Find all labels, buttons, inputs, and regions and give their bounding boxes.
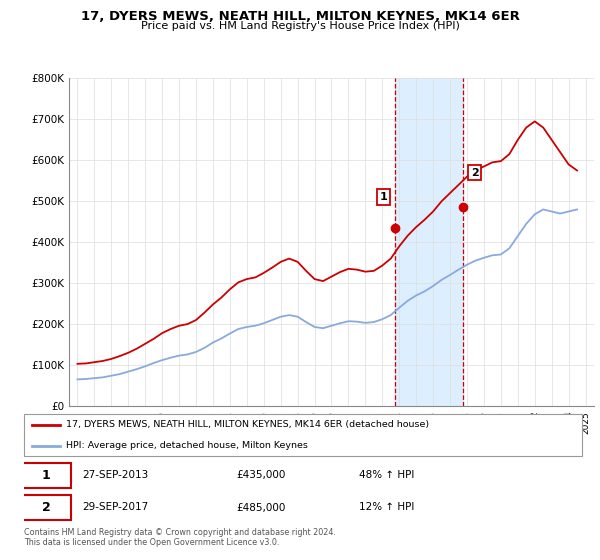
Text: Contains HM Land Registry data © Crown copyright and database right 2024.
This d: Contains HM Land Registry data © Crown c…	[24, 528, 336, 547]
Bar	[395, 78, 463, 406]
FancyBboxPatch shape	[21, 463, 71, 488]
Text: 17, DYERS MEWS, NEATH HILL, MILTON KEYNES, MK14 6ER (detached house): 17, DYERS MEWS, NEATH HILL, MILTON KEYNE…	[66, 421, 429, 430]
Text: £485,000: £485,000	[236, 502, 286, 512]
Text: £435,000: £435,000	[236, 470, 286, 480]
Text: 2: 2	[471, 167, 478, 178]
Text: 1: 1	[42, 469, 50, 482]
Text: 48% ↑ HPI: 48% ↑ HPI	[359, 470, 414, 480]
Text: HPI: Average price, detached house, Milton Keynes: HPI: Average price, detached house, Milt…	[66, 441, 308, 450]
Text: 17, DYERS MEWS, NEATH HILL, MILTON KEYNES, MK14 6ER: 17, DYERS MEWS, NEATH HILL, MILTON KEYNE…	[80, 10, 520, 22]
Text: 29-SEP-2017: 29-SEP-2017	[83, 502, 149, 512]
Text: 12% ↑ HPI: 12% ↑ HPI	[359, 502, 414, 512]
Text: 27-SEP-2013: 27-SEP-2013	[83, 470, 149, 480]
Text: 1: 1	[379, 192, 387, 202]
Text: Price paid vs. HM Land Registry's House Price Index (HPI): Price paid vs. HM Land Registry's House …	[140, 21, 460, 31]
FancyBboxPatch shape	[24, 414, 582, 456]
Text: 2: 2	[42, 501, 50, 514]
FancyBboxPatch shape	[21, 495, 71, 520]
